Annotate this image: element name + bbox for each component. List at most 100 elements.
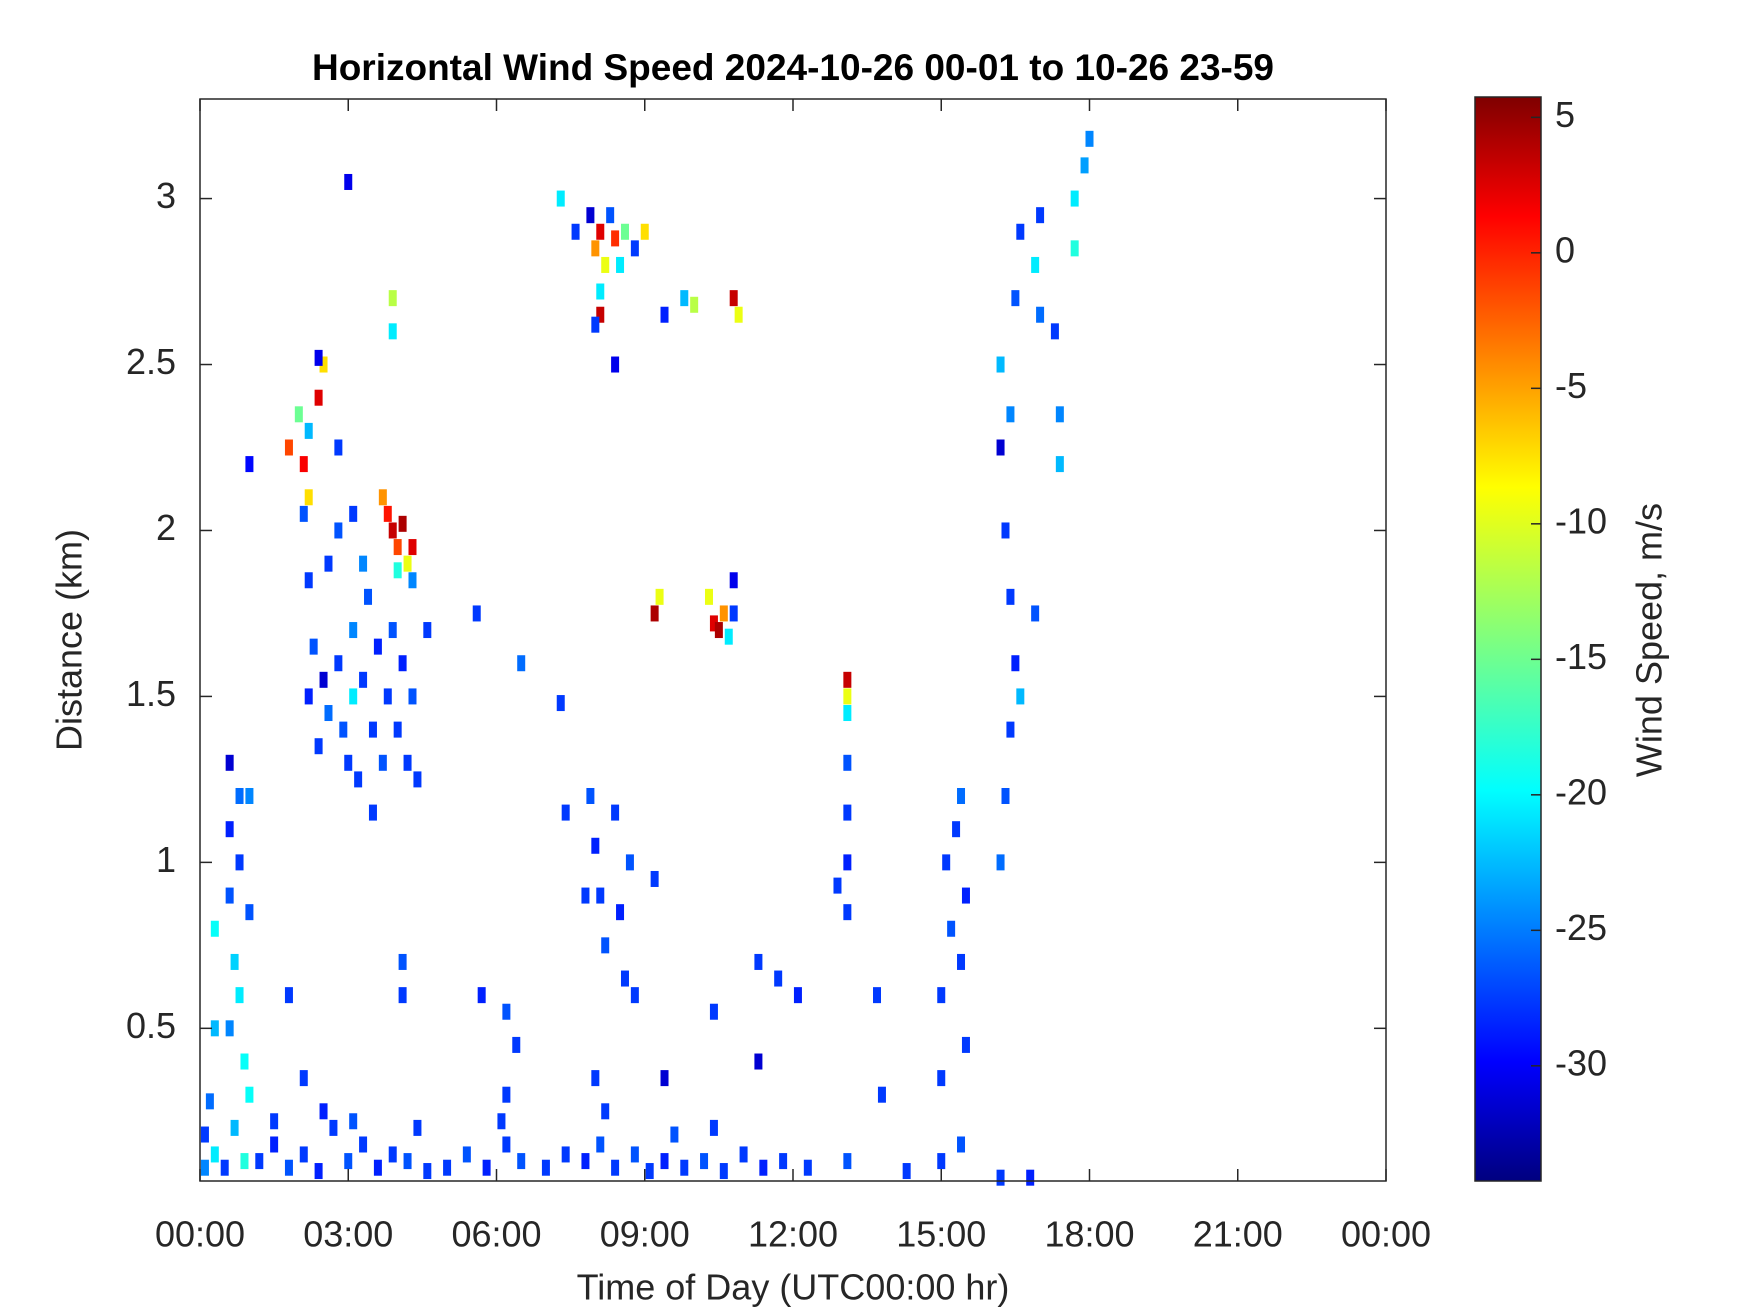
cell xyxy=(393,562,402,579)
cell xyxy=(284,439,293,456)
cell xyxy=(403,754,412,771)
cell xyxy=(902,1163,911,1180)
cell xyxy=(383,505,392,522)
cell xyxy=(413,771,422,788)
cell xyxy=(843,804,852,821)
cell xyxy=(601,256,610,273)
cell xyxy=(344,173,353,190)
cell xyxy=(359,1136,368,1153)
cell xyxy=(373,1159,382,1176)
cell xyxy=(210,1146,219,1163)
cell xyxy=(349,505,358,522)
cell xyxy=(1055,456,1064,473)
cell xyxy=(759,1159,768,1176)
y-tick-label: 2 xyxy=(156,507,176,548)
x-tick-label: 06:00 xyxy=(451,1214,541,1255)
cell xyxy=(596,887,605,904)
cell xyxy=(388,1146,397,1163)
cell xyxy=(1026,1169,1035,1186)
cell xyxy=(304,422,313,439)
cell xyxy=(660,306,669,323)
cell xyxy=(996,356,1005,373)
cell xyxy=(477,987,486,1004)
cell xyxy=(270,1113,279,1130)
cell xyxy=(334,439,343,456)
cell xyxy=(329,1119,338,1136)
cell xyxy=(230,953,239,970)
cell xyxy=(225,821,234,838)
cell xyxy=(873,987,882,1004)
cell xyxy=(961,887,970,904)
cell xyxy=(339,721,348,738)
cell xyxy=(1016,223,1025,240)
colorbar-tick-label: -10 xyxy=(1555,500,1607,541)
cell xyxy=(833,877,842,894)
cell xyxy=(942,854,951,871)
cell xyxy=(235,854,244,871)
cell xyxy=(957,953,966,970)
y-tick-label: 1 xyxy=(156,839,176,880)
cell xyxy=(581,1153,590,1170)
cell xyxy=(957,787,966,804)
cell xyxy=(364,588,373,605)
cell xyxy=(1001,522,1010,539)
cell xyxy=(502,1003,511,1020)
cell xyxy=(754,1053,763,1070)
cell xyxy=(388,290,397,307)
cell xyxy=(1085,130,1094,147)
cell xyxy=(843,671,852,688)
cell xyxy=(359,671,368,688)
cell xyxy=(1036,207,1045,224)
cell xyxy=(517,655,526,672)
cell xyxy=(240,1053,249,1070)
cell xyxy=(843,854,852,871)
cell xyxy=(319,671,328,688)
cell xyxy=(205,1093,214,1110)
cell xyxy=(319,356,328,373)
colorbar-tick-label: -30 xyxy=(1555,1042,1607,1083)
cell xyxy=(502,1086,511,1103)
cell xyxy=(299,505,308,522)
cell xyxy=(200,1126,209,1143)
cell xyxy=(591,240,600,257)
cell xyxy=(403,555,412,572)
cell xyxy=(497,1113,506,1130)
cell xyxy=(1055,406,1064,423)
cell xyxy=(843,1153,852,1170)
cell xyxy=(996,1169,1005,1186)
cell xyxy=(655,588,664,605)
cell xyxy=(719,605,728,622)
cell xyxy=(541,1159,550,1176)
cell xyxy=(719,1163,728,1180)
cell xyxy=(640,223,649,240)
cell xyxy=(843,705,852,722)
y-tick-label: 0.5 xyxy=(126,1005,176,1046)
cell xyxy=(616,256,625,273)
cell xyxy=(690,296,699,313)
cell xyxy=(1070,240,1079,257)
cell xyxy=(937,1070,946,1087)
y-tick-label: 2.5 xyxy=(126,341,176,382)
cell xyxy=(299,456,308,473)
cell xyxy=(388,622,397,639)
cell xyxy=(324,555,333,572)
cell xyxy=(423,622,432,639)
cell xyxy=(408,688,417,705)
cell xyxy=(591,837,600,854)
colorbar-tick-label: -5 xyxy=(1555,365,1587,406)
cell xyxy=(606,207,615,224)
cell xyxy=(245,456,254,473)
cell xyxy=(324,705,333,722)
cell xyxy=(630,987,639,1004)
cell xyxy=(220,1159,229,1176)
cell xyxy=(398,987,407,1004)
cell xyxy=(729,605,738,622)
colorbar-tick-label: -20 xyxy=(1555,771,1607,812)
cell xyxy=(349,622,358,639)
cell xyxy=(581,887,590,904)
cell xyxy=(601,1103,610,1120)
cell xyxy=(472,605,481,622)
cell xyxy=(378,754,387,771)
cell xyxy=(779,1153,788,1170)
x-tick-label: 00:00 xyxy=(155,1214,245,1255)
